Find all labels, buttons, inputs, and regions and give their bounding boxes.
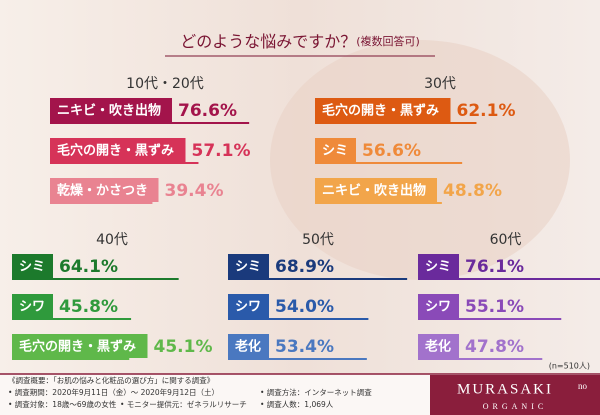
label-box	[50, 178, 159, 202]
group-title: 60代	[490, 232, 522, 248]
category-label: 老化	[424, 339, 451, 355]
label-box	[12, 294, 53, 318]
footer-line: 《調査概要：「お肌の悩みと化粧品の選び方」に関する調査》	[8, 375, 214, 385]
value-label: 56.6%	[362, 141, 421, 161]
group-title: 50代	[302, 232, 334, 248]
value-label: 76.6%	[178, 101, 237, 121]
brand-band	[430, 375, 600, 415]
category-label: 毛穴の開き・黒ずみ	[19, 339, 136, 355]
label-box	[12, 334, 148, 358]
label-box	[228, 294, 269, 318]
category-label: シミ	[19, 260, 45, 275]
category-label: シミ	[235, 260, 261, 275]
value-label: 53.4%	[275, 337, 334, 357]
label-box	[228, 334, 269, 358]
group-title: 30代	[424, 76, 456, 92]
value-label: 39.4%	[165, 181, 224, 201]
value-label: 57.1%	[192, 141, 251, 161]
label-box	[50, 138, 186, 162]
value-label: 48.8%	[443, 181, 502, 201]
title: どのような悩みですか？(複数回答可)	[180, 32, 420, 51]
group-title: 10代・20代	[126, 76, 204, 92]
title-sub: (複数回答可)	[356, 34, 420, 48]
title-main: どのような悩みですか？	[180, 32, 356, 51]
label-box	[418, 294, 459, 318]
footer-line: • 調査期間：2020年9月11日（金）～ 2020年9月12日（土）	[8, 387, 219, 397]
value-label: 54.0%	[275, 297, 334, 317]
footer-line: • 調査方法：インターネット調査	[260, 387, 372, 397]
brand-suffix: no	[578, 381, 588, 391]
category-label: 乾燥・かさつき	[57, 183, 148, 199]
label-box	[418, 254, 459, 278]
group-title: 40代	[96, 232, 128, 248]
label-box	[315, 178, 437, 202]
value-label: 62.1%	[457, 101, 516, 121]
category-label: シワ	[235, 300, 261, 315]
category-label: シミ	[425, 260, 451, 275]
label-box	[418, 334, 459, 358]
label-box	[315, 138, 356, 162]
value-label: 68.9%	[275, 257, 334, 277]
category-label: ニキビ・吹き出物	[57, 103, 161, 119]
footer-line: • 調査対象：18歳～69歳の女性	[8, 399, 117, 409]
footer-line: • モニター提供元：ゼネラルリサーチ	[120, 399, 247, 409]
label-box	[50, 98, 172, 122]
footer-line: • 調査人数：1,069人	[260, 399, 334, 409]
value-label: 64.1%	[59, 257, 118, 277]
category-label: シワ	[19, 300, 45, 315]
category-label: 毛穴の開き・黒ずみ	[57, 143, 174, 159]
category-label: 老化	[234, 339, 261, 355]
value-label: 76.1%	[465, 257, 524, 277]
category-label: シミ	[322, 144, 348, 159]
brand-sub: ORGANIC	[483, 402, 547, 411]
label-box	[315, 98, 451, 122]
brand-name: MURASAKI	[457, 381, 553, 397]
value-label: 47.8%	[465, 337, 524, 357]
value-label: 45.8%	[59, 297, 118, 317]
value-label: 45.1%	[154, 337, 213, 357]
category-label: シワ	[425, 300, 451, 315]
label-box	[12, 254, 53, 278]
sample-note: (n=510人)	[549, 362, 590, 371]
label-box	[228, 254, 269, 278]
category-label: 毛穴の開き・黒ずみ	[322, 103, 439, 119]
category-label: ニキビ・吹き出物	[322, 183, 426, 199]
value-label: 55.1%	[465, 297, 524, 317]
